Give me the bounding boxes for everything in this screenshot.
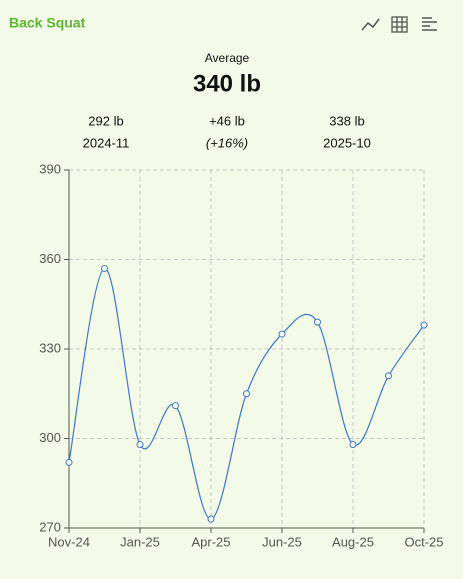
y-tick-label: 390: [39, 161, 61, 176]
end-date: 2025-10: [323, 135, 371, 150]
table-view-icon[interactable]: [391, 16, 408, 33]
point: [349, 440, 357, 448]
point: [314, 318, 321, 326]
x-tick-label: Jan-25: [120, 534, 160, 549]
average-value: 340 lb: [193, 70, 261, 97]
x-tick-label: Aug-25: [332, 534, 374, 549]
x-tick-label: Oct-25: [404, 534, 443, 549]
average-label: Average: [205, 51, 250, 65]
point: [243, 390, 250, 398]
change-percent: (+16%): [206, 135, 248, 150]
point: [385, 372, 392, 380]
x-tick-label: Apr-25: [191, 534, 230, 549]
line-icon: [361, 18, 380, 31]
list-view-icon[interactable]: [422, 17, 437, 31]
grid-icon: [391, 16, 408, 33]
line-view-icon[interactable]: [361, 18, 380, 31]
change-value: +46 lb: [209, 113, 245, 128]
point: [207, 515, 215, 523]
point: [172, 402, 179, 410]
y-tick-label: 300: [39, 430, 61, 445]
start-value: 292 lb: [88, 113, 123, 128]
plot: 270 300 330 360 390 Nov-24 Jan-25 Apr-25 Jun-25 A…: [39, 161, 443, 549]
title: Back Squat: [9, 15, 86, 31]
y-tick-label: 360: [39, 251, 61, 266]
x-tick-label: Nov-24: [48, 534, 90, 549]
y-tick-label: 330: [39, 340, 61, 355]
point: [136, 440, 144, 448]
start-date: 2024-11: [83, 135, 130, 150]
end-value: 338 lb: [329, 113, 364, 128]
point: [278, 330, 286, 338]
point: [65, 458, 73, 466]
x-tick-label: Jun-25: [262, 534, 302, 549]
point: [420, 321, 428, 329]
y-tick-label: 270: [39, 519, 61, 534]
point: [101, 264, 108, 272]
